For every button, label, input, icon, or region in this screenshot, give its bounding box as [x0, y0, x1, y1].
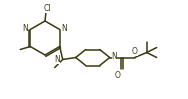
Text: N: N [23, 24, 28, 33]
Text: N: N [62, 24, 67, 33]
Text: Cl: Cl [43, 4, 51, 13]
Text: O: O [115, 70, 121, 79]
Text: N: N [54, 55, 60, 64]
Text: O: O [132, 47, 138, 56]
Text: N: N [112, 52, 118, 61]
